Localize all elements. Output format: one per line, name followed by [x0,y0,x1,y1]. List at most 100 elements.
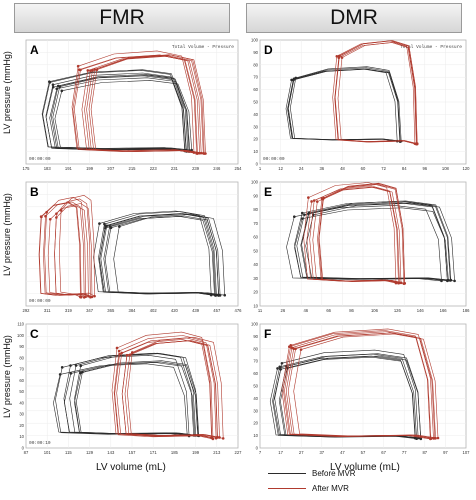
x-tick-label: 146 [417,308,425,313]
end-diastolic-point [429,437,432,441]
x-tick-label: 191 [65,166,73,171]
x-tick-label: 457 [213,308,221,313]
end-diastolic-point [93,294,96,298]
end-systolic-point [276,367,279,370]
end-systolic-point [79,68,82,72]
end-systolic-point [292,77,296,81]
panel-d: D Total Volume - Pressure 00:00:001 12 24 36 4… [251,38,470,172]
end-systolic-point [307,196,310,199]
x-tick-label: 84 [402,166,407,171]
end-systolic-point [60,366,64,369]
end-systolic-point [74,364,78,367]
y-tick-label: 30 [253,124,258,129]
end-systolic-point [280,361,284,365]
x-tick-label: 96 [422,166,427,171]
panel-letter: F [264,327,271,341]
panel-title: Total Volume - Pressure [400,44,462,50]
x-tick-label: 402 [150,308,158,313]
y-tick-label: 40 [253,396,258,401]
x-tick-label: 223 [150,166,158,171]
end-systolic-point [118,225,121,228]
x-tick-label: 115 [65,450,72,455]
x-tick-label: 239 [192,166,200,171]
end-diastolic-point [209,293,213,297]
y-tick-label: 0 [256,162,259,167]
x-tick-label: 143 [107,450,115,455]
end-diastolic-point [202,152,206,155]
panel-time: 00:00:00 [29,298,51,304]
end-systolic-point [69,372,73,375]
x-tick-label: 37 [319,450,324,455]
legend-label-before: Before MVR [312,469,356,478]
x-tick-label: 24 [299,166,304,171]
end-systolic-point [109,226,113,230]
end-systolic-point [128,353,132,357]
end-diastolic-point [221,437,225,440]
end-systolic-point [93,68,97,71]
end-diastolic-point [440,279,443,283]
legend-swatch-after [268,488,306,489]
panel-letter: D [264,43,273,57]
end-systolic-point [292,215,296,219]
y-tick-label: 50 [19,389,24,394]
end-systolic-point [310,200,313,203]
end-diastolic-point [210,436,214,440]
y-tick-label: 0 [22,446,25,451]
end-diastolic-point [414,142,418,146]
panel-b: B 00:00:00 292 311 319 347 365 384 402 420 439 457 4… [23,181,242,313]
y-tick-label: 90 [253,50,258,55]
x-tick-label: 207 [107,166,115,171]
end-systolic-point [288,345,291,349]
x-tick-label: 48 [340,166,345,171]
end-systolic-point [125,353,129,357]
end-systolic-point [337,56,341,60]
panel-f: F 7 17 27 37 47 57 67 77 87 97 107 0 10 20 30 40 50 60 70 80… [251,322,470,456]
x-tick-label: 107 [463,450,471,455]
end-systolic-point [79,364,83,368]
y-tick-label: 10 [253,433,258,438]
y-tick-label: 20 [19,423,24,428]
x-tick-label: 166 [440,308,448,313]
end-systolic-point [39,215,43,218]
end-diastolic-point [434,437,437,440]
x-tick-label: 46 [303,308,308,313]
y-tick-label: 10 [253,304,258,309]
x-tick-label: 87 [422,450,427,455]
x-tick-label: 72 [381,166,386,171]
x-tick-label: 86 [349,308,354,313]
end-systolic-point [292,347,295,351]
end-systolic-point [55,87,59,91]
x-tick-label: 57 [361,450,366,455]
y-tick-label: 40 [253,112,258,117]
end-systolic-point [300,217,304,220]
y-tick-label: 40 [19,400,24,405]
end-diastolic-point [87,294,90,298]
x-tick-label: 67 [381,450,386,455]
header-fmr-label: FMR [99,6,145,29]
end-systolic-point [44,214,47,218]
end-diastolic-point [436,436,440,440]
x-tick-label: 231 [171,166,179,171]
y-tick-label: 10 [253,149,258,154]
panel-time: 00:00:10 [29,440,51,446]
end-diastolic-point [394,281,398,285]
x-tick-label: 77 [402,450,407,455]
end-systolic-point [278,365,282,369]
end-diastolic-point [214,436,218,440]
y-tick-label: 20 [253,137,258,142]
y-tick-label: 40 [253,262,258,267]
x-tick-label: 97 [443,450,448,455]
end-systolic-point [279,368,282,371]
x-tick-label: 246 [213,166,221,171]
x-tick-label: 1 [259,166,262,171]
x-tick-label: 185 [171,450,179,455]
x-tick-label: 420 [171,308,179,313]
x-tick-label: 108 [442,166,450,171]
y-tick-label: 60 [19,378,24,383]
legend-item-after: After MVR [268,481,356,496]
panel-e: E 11 26 46 66 86 106 126 146 166 186 10 20 30 40 50 60 70… [251,180,470,314]
panel-time: 00:00:00 [29,156,51,162]
end-systolic-point [86,69,90,72]
end-systolic-point [60,89,64,93]
